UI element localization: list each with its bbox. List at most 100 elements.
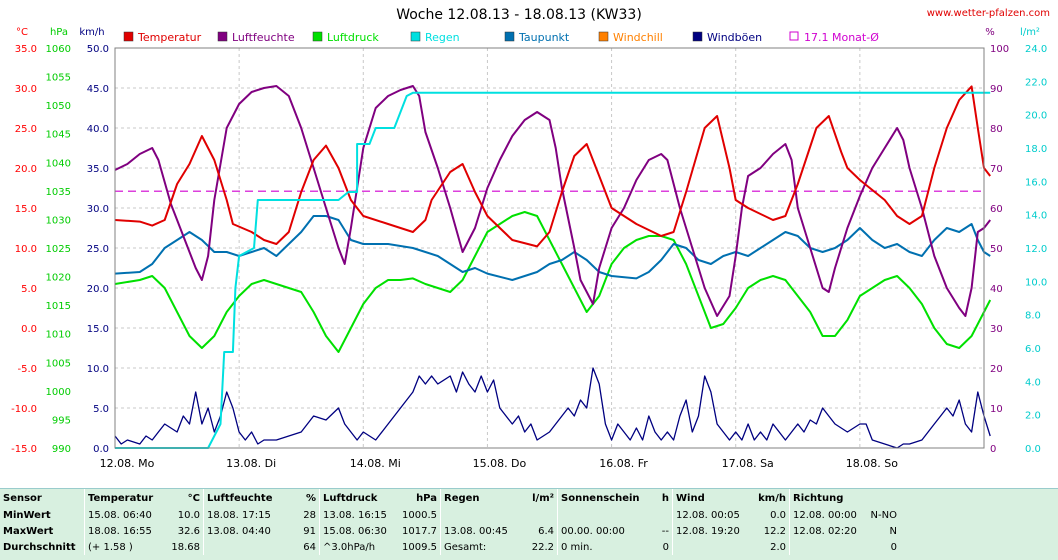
legend-swatch xyxy=(692,31,703,42)
press-tick-label: 1050 xyxy=(46,101,71,112)
wind-tick-label: 45.0 xyxy=(87,84,109,95)
stats-header-wind: Wind xyxy=(672,489,751,507)
stats-cell: 1017.7 xyxy=(402,525,437,537)
stats-header-rain-unit: l/m² xyxy=(532,492,554,504)
stats-cell: 0 xyxy=(890,541,897,553)
hum-tick-label: 60 xyxy=(990,204,1003,215)
legend-swatch xyxy=(789,31,799,41)
stats-cell: 0.0 xyxy=(770,509,786,521)
rain-tick-label: 24.0 xyxy=(1025,44,1047,55)
temp-tick-label: 35.0 xyxy=(15,44,37,55)
stats-cell: ^3.0hPa/h xyxy=(319,539,398,555)
press-axis-unit: hPa xyxy=(50,27,68,38)
stats-cell: 00.00. 00:00 xyxy=(557,523,650,539)
stats-cell: 1009.5 xyxy=(402,541,437,553)
stats-cell: 10.0 xyxy=(177,509,200,521)
axis-ticks: 35.0 30.0 25.0 20.0 15.0 10.0 5.0 0.0 -5.0 -10.0 -… xyxy=(11,44,1047,470)
temp-tick-label: 0.0 xyxy=(21,324,37,335)
wind-tick-label: 10.0 xyxy=(87,364,109,375)
stats-cell: 18.68 xyxy=(171,541,200,553)
temp-tick-label: 10.0 xyxy=(15,244,37,255)
rain-tick-label: 4.0 xyxy=(1025,377,1041,388)
hum-tick-label: 40 xyxy=(990,284,1003,295)
stats-cell: 13.08. 00:45 xyxy=(440,523,521,539)
legend-label: Luftdruck xyxy=(327,31,379,44)
series-line-taupunkt xyxy=(114,215,991,281)
site-url[interactable]: www.wetter-pfalzen.com xyxy=(927,8,1050,19)
press-tick-label: 1025 xyxy=(46,244,71,255)
series-line-luftfeuchte xyxy=(114,85,991,317)
series-line-regen xyxy=(115,91,991,449)
stats-header-rain: Regen xyxy=(440,489,521,507)
stats-header-press: Luftdruck xyxy=(319,489,398,507)
legend-swatch xyxy=(598,31,609,42)
wind-tick-label: 5.0 xyxy=(93,404,109,415)
rain-tick-label: 10.0 xyxy=(1025,277,1047,288)
hum-tick-label: 90 xyxy=(990,84,1003,95)
temp-tick-label: 15.0 xyxy=(15,204,37,215)
stats-cell xyxy=(672,539,751,555)
grid xyxy=(115,48,984,448)
hum-tick-label: 0 xyxy=(990,444,996,455)
stats-cell: 32.6 xyxy=(177,525,200,537)
stats-cell: -- xyxy=(661,525,669,537)
stats-cell: 91 xyxy=(303,525,316,537)
temp-tick-label: -5.0 xyxy=(17,364,37,375)
rain-tick-label: 6.0 xyxy=(1025,344,1041,355)
legend-label: Taupunkt xyxy=(518,31,570,44)
stats-header-hum: Luftfeuchte xyxy=(203,489,290,507)
temp-tick-label: 20.0 xyxy=(15,164,37,175)
stats-cell xyxy=(440,507,521,523)
x-tick-label: 14.08. Mi xyxy=(350,457,401,470)
series-line-temperatur xyxy=(114,85,991,248)
temp-axis-unit: °C xyxy=(16,27,28,38)
stats-row-min: MinWert 15.08. 06:40 10.0 18.08. 17:15 2… xyxy=(0,507,900,523)
stats-header-temp: Temperatur xyxy=(84,489,165,507)
press-tick-label: 1040 xyxy=(46,158,71,169)
x-tick-label: 13.08. Di xyxy=(226,457,276,470)
legend-label: Temperatur xyxy=(137,31,202,44)
press-tick-label: 1055 xyxy=(46,73,71,84)
rain-axis-unit: l/m² xyxy=(1020,27,1040,38)
legend-label: Windchill xyxy=(613,31,663,44)
x-tick-label: 12.08. Mo xyxy=(100,457,155,470)
stats-header-temp-unit: °C xyxy=(187,492,200,504)
legend-label: Regen xyxy=(425,31,460,44)
series-lines xyxy=(114,85,992,449)
stats-header-dir-unit xyxy=(862,489,900,507)
x-tick-label: 17.08. Sa xyxy=(722,457,774,470)
stats-header-dir: Richtung xyxy=(789,489,862,507)
temp-tick-label: -15.0 xyxy=(11,444,37,455)
series-line-luftdruck xyxy=(114,211,992,353)
stats-cell: 12.08. 00:05 xyxy=(672,507,751,523)
rain-tick-label: 0.0 xyxy=(1025,444,1041,455)
stats-cell: 12.08. 00:00 xyxy=(789,507,862,523)
chart-title: Woche 12.08.13 - 18.08.13 (KW33) xyxy=(396,7,642,23)
stats-header-press-unit: hPa xyxy=(416,492,437,504)
stats-header-wind-unit: km/h xyxy=(758,492,786,504)
hum-tick-label: 10 xyxy=(990,404,1003,415)
stats-cell: 12.2 xyxy=(763,525,786,537)
rain-tick-label: 22.0 xyxy=(1025,77,1047,88)
press-tick-label: 1060 xyxy=(46,44,71,55)
stats-cell: 18.08. 17:15 xyxy=(203,507,290,523)
stats-cell xyxy=(789,539,862,555)
legend-label: 17.1 Monat-Ø xyxy=(804,31,879,44)
press-tick-label: 1005 xyxy=(46,358,71,369)
hum-axis-unit: % xyxy=(985,27,995,38)
wind-tick-label: 25.0 xyxy=(87,244,109,255)
hum-tick-label: 30 xyxy=(990,324,1003,335)
legend-swatch xyxy=(217,31,228,42)
stats-cell: 18.08. 16:55 xyxy=(84,523,165,539)
press-tick-label: 995 xyxy=(52,415,71,426)
wind-tick-label: 40.0 xyxy=(87,124,109,135)
rain-tick-label: 12.0 xyxy=(1025,244,1047,255)
rain-tick-label: 18.0 xyxy=(1025,144,1047,155)
stats-cell: N xyxy=(889,525,897,537)
press-tick-label: 1035 xyxy=(46,187,71,198)
stats-cell: 12.08. 19:20 xyxy=(672,523,751,539)
wind-tick-label: 30.0 xyxy=(87,204,109,215)
rain-tick-label: 14.0 xyxy=(1025,211,1047,222)
press-tick-label: 1045 xyxy=(46,130,71,141)
wind-tick-label: 0.0 xyxy=(93,444,109,455)
